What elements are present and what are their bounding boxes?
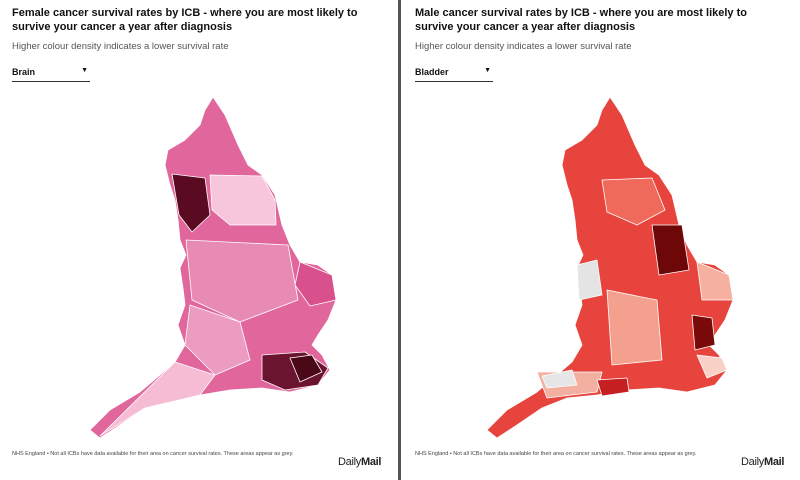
region [99, 361, 216, 437]
region [289, 354, 323, 383]
region [651, 224, 690, 276]
region [294, 261, 337, 307]
logo-part: Mail [360, 456, 382, 468]
panel: Male cancer survival rates by ICB - wher… [403, 0, 800, 480]
subtitle: Higher colour density indicates a lower … [415, 41, 632, 52]
title: Female cancer survival rates by ICB - wh… [12, 7, 358, 33]
footnote: NHS England • Not all ICBs have data ava… [12, 451, 294, 457]
map [486, 96, 734, 439]
region [576, 259, 603, 301]
dropdown[interactable]: Bladder ▼ [415, 67, 493, 82]
divider [398, 0, 401, 480]
subtitle: Higher colour density indicates a lower … [12, 41, 229, 52]
logo: DailyMail [741, 456, 784, 468]
footnote: NHS England • Not all ICBs have data ava… [415, 451, 697, 457]
region [606, 289, 663, 366]
dropdown[interactable]: Brain ▼ [12, 67, 90, 82]
logo-part: Daily [741, 456, 764, 468]
region [696, 354, 728, 379]
region [184, 304, 251, 376]
logo-part: Daily [338, 456, 361, 468]
england [486, 96, 734, 439]
panel: Female cancer survival rates by ICB - wh… [0, 0, 397, 480]
region [185, 239, 299, 323]
logo: DailyMail [338, 456, 381, 468]
dropdown-value[interactable]: Brain [12, 67, 36, 77]
title: Male cancer survival rates by ICB - wher… [415, 7, 747, 33]
region [691, 314, 716, 351]
map [89, 96, 337, 439]
region [171, 173, 211, 233]
logo-part: Mail [763, 456, 785, 468]
dropdown-value[interactable]: Bladder [415, 67, 449, 77]
region [596, 377, 630, 397]
region [696, 261, 734, 301]
region [541, 369, 578, 389]
region [601, 177, 666, 226]
region [209, 174, 277, 226]
